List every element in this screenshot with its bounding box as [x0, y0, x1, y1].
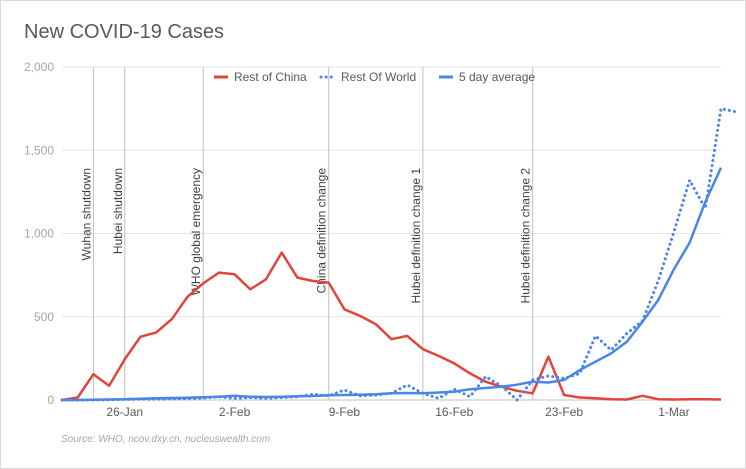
annotation-label: China definition change — [315, 168, 329, 294]
legend: Rest of China Rest Of World 5 day average — [214, 70, 535, 84]
annotation-label: Wuhan shutdown — [79, 168, 93, 261]
y-tick-label: 500 — [34, 310, 54, 324]
x-tick-label: 2-Feb — [219, 405, 251, 419]
x-tick-label: 9-Feb — [329, 405, 361, 419]
x-tick-label: 1-Mar — [658, 405, 689, 419]
y-tick-label: 1,000 — [24, 227, 54, 241]
annotation-label: Hubei definition change 2 — [519, 168, 533, 304]
y-tick-label: 1,500 — [24, 143, 54, 157]
y-tick-label: 0 — [47, 393, 54, 407]
x-tick-label: 26-Jan — [106, 405, 143, 419]
x-tick-label: 23-Feb — [545, 405, 583, 419]
annotation-label: Hubei definition change 1 — [409, 168, 423, 304]
annotation-label: Hubei shutdown — [111, 168, 125, 254]
series-line — [60, 107, 739, 402]
legend-label: 5 day average — [459, 70, 535, 84]
annotation-label: WHO global emergency — [189, 168, 203, 295]
legend-label: Rest Of World — [341, 70, 416, 84]
annotation-lines: Wuhan shutdown Hubei shutdown WHO global e… — [79, 67, 534, 400]
series-layer — [60, 107, 739, 402]
chart-title: New COVID-19 Cases — [24, 21, 225, 43]
x-tick-label: 16-Feb — [435, 405, 473, 419]
series-line — [62, 167, 723, 402]
y-tick-label: 2,000 — [24, 60, 54, 74]
chart-source: Source: WHO, ncov.dxy.cn, nucleuswealth.… — [61, 434, 271, 445]
legend-label: Rest of China — [234, 70, 307, 84]
gridlines — [62, 66, 721, 401]
series-line — [61, 251, 722, 402]
axis-layer: 0 500 1,000 1,500 2,000 26-Jan 2-Feb 9-Feb 16-Fe… — [24, 60, 690, 419]
